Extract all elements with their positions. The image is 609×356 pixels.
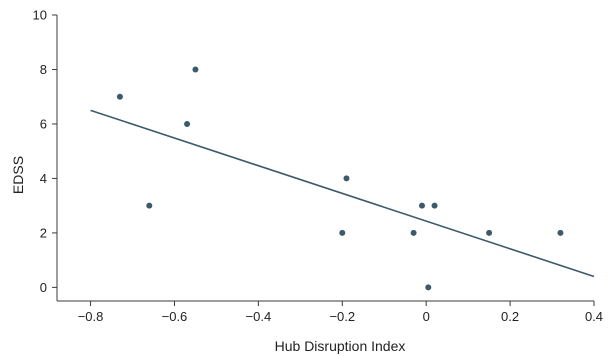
y-tick-label: 0: [40, 280, 47, 295]
data-point: [431, 202, 438, 209]
data-point: [425, 284, 432, 291]
data-point: [146, 202, 153, 209]
y-tick-label: 8: [40, 62, 47, 77]
x-tick-label: −0.2: [329, 309, 355, 324]
data-point: [116, 93, 123, 100]
y-axis-title: EDSS: [10, 156, 26, 194]
y-tick-label: 4: [40, 171, 47, 186]
x-tick-label: −0.6: [162, 309, 188, 324]
data-point: [418, 202, 425, 209]
data-point: [192, 66, 199, 73]
data-point: [557, 229, 564, 236]
data-point: [343, 175, 350, 182]
trend-line: [90, 109, 595, 278]
x-tick-label: 0.4: [585, 309, 603, 324]
x-tick-label: 0.2: [501, 309, 519, 324]
x-tick-label: 0: [423, 309, 430, 324]
y-tick-label: 10: [33, 8, 47, 23]
y-tick-label: 6: [40, 116, 47, 131]
data-point: [184, 120, 191, 127]
y-tick-label: 2: [40, 225, 47, 240]
data-point: [410, 229, 417, 236]
x-tick-label: −0.8: [78, 309, 104, 324]
x-axis-title: Hub Disruption Index: [275, 338, 406, 354]
data-point: [339, 229, 346, 236]
x-tick-label: −0.4: [246, 309, 272, 324]
data-point: [486, 229, 493, 236]
plot-area: 0 2 4 6 8 10 −0.8 −0.6 −0.4 −0.2 0 0.2 0.4: [33, 8, 604, 325]
